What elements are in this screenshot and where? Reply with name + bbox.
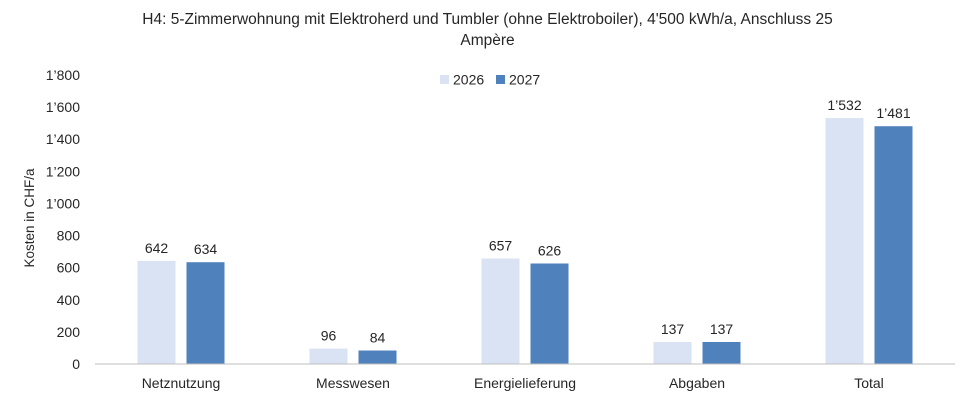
bar-data-label: 626 (538, 242, 562, 258)
x-axis-ticks: Netznutzung Messwesen Energielieferung Abga… (142, 375, 884, 391)
x-tick-label: Messwesen (316, 375, 390, 391)
chart-title: H4: 5-Zimmerwohnung mit Elektroherd und … (0, 9, 975, 51)
y-tick-label: 800 (57, 228, 81, 244)
bar-data-label: 657 (489, 238, 513, 254)
y-tick-label: 0 (72, 356, 80, 372)
y-tick-label: 600 (57, 260, 81, 276)
legend-label: 2026 (453, 72, 484, 88)
bar-data-label: 84 (370, 330, 386, 346)
bar-2027-energielieferung (530, 263, 569, 364)
bar-2026-energielieferung (481, 258, 520, 364)
chart-title-line-1: H4: 5-Zimmerwohnung mit Elektroherd und … (142, 11, 833, 28)
y-tick-label: 400 (57, 292, 81, 308)
bar-data-label: 137 (710, 321, 734, 337)
y-axis-title: Kosten in CHF/a (22, 168, 37, 268)
bar-2027-total (874, 126, 913, 364)
legend-swatch-2026 (440, 75, 449, 84)
bar-data-labels: 642 634 96 84 657 626 137 137 1’532 1’481 (145, 97, 911, 345)
y-tick-label: 1’800 (46, 67, 80, 83)
bar-data-label: 642 (145, 240, 169, 256)
legend-label: 2027 (509, 72, 540, 88)
bar-data-label: 137 (661, 321, 685, 337)
y-tick-label: 1’600 (46, 99, 80, 115)
x-tick-label: Energielieferung (474, 375, 576, 391)
bar-data-label: 1’481 (876, 105, 910, 121)
bar-data-label: 1’532 (827, 97, 861, 113)
x-tick-label: Netznutzung (142, 375, 221, 391)
bar-2027-abgaben (702, 342, 741, 364)
y-axis-ticks: 0 200 400 600 800 1’000 1’200 1’400 1’600 1’800 (46, 67, 80, 372)
bar-data-label: 96 (321, 328, 337, 344)
y-tick-label: 1’000 (46, 195, 80, 211)
y-tick-label: 1’400 (46, 131, 80, 147)
bars (137, 118, 913, 364)
y-tick-label: 1’200 (46, 163, 80, 179)
bar-2026-netznutzung (137, 260, 176, 364)
x-tick-label: Total (854, 375, 884, 391)
bar-2026-total (825, 118, 864, 364)
bar-2027-netznutzung (186, 262, 225, 364)
bar-2026-abgaben (653, 342, 692, 364)
bar-data-label: 634 (194, 241, 218, 257)
legend-swatch-2027 (496, 75, 505, 84)
bar-2027-messwesen (358, 350, 397, 364)
chart-title-line-2: Ampère (460, 32, 515, 49)
bar-2026-messwesen (309, 348, 348, 364)
legend: 2026 2027 (428, 69, 548, 91)
y-tick-label: 200 (57, 324, 81, 340)
x-tick-label: Abgaben (669, 375, 725, 391)
legend-background (428, 69, 548, 91)
